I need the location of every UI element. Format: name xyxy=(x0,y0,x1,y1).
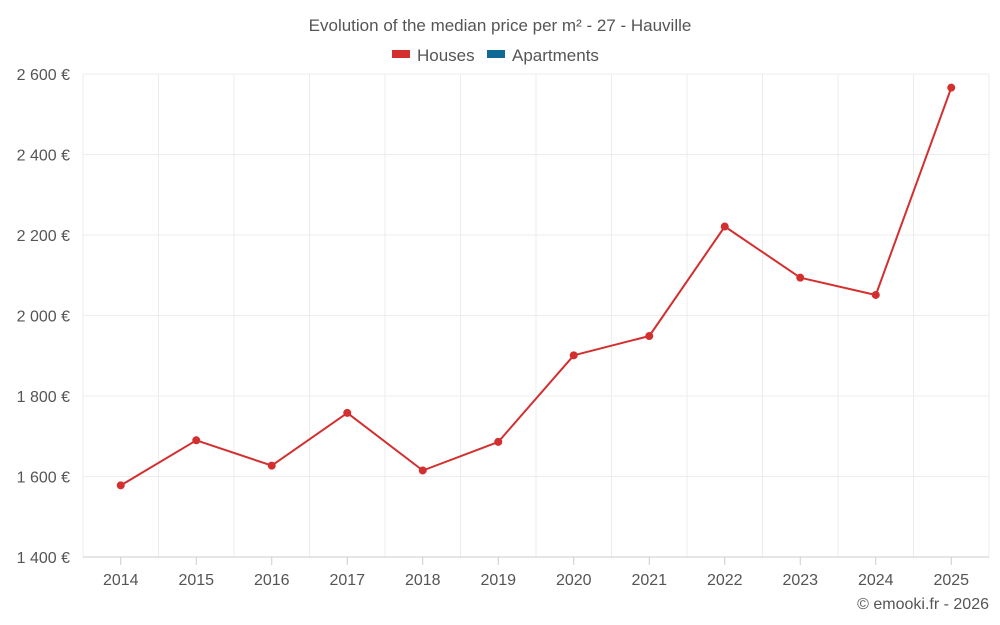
y-tick-label: 1 600 € xyxy=(17,470,70,487)
data-point-houses-2021[interactable] xyxy=(645,332,654,341)
y-tick-label: 1 800 € xyxy=(17,389,70,406)
data-point-houses-2024[interactable] xyxy=(871,290,880,299)
x-tick-label: 2025 xyxy=(933,572,969,589)
y-tick-label: 1 400 € xyxy=(17,550,70,567)
data-point-houses-2015[interactable] xyxy=(192,436,201,445)
y-tick-label: 2 400 € xyxy=(17,148,70,165)
axes: 1 400 € 1 600 € 1 800 € 2 000 € 2 200 € 2 400… xyxy=(17,67,989,589)
x-tick-label: 2021 xyxy=(631,572,667,589)
legend: Houses Apartments xyxy=(392,46,599,65)
data-point-houses-2022[interactable] xyxy=(720,222,729,231)
x-tick-label: 2015 xyxy=(178,572,214,589)
data-point-houses-2014[interactable] xyxy=(116,481,125,490)
x-tick-label: 2024 xyxy=(858,572,894,589)
legend-label-apartments: Apartments xyxy=(512,46,599,65)
x-tick-label: 2014 xyxy=(103,572,139,589)
data-point-houses-2016[interactable] xyxy=(267,461,276,470)
y-tick-label: 2 000 € xyxy=(17,309,70,326)
legend-label-houses: Houses xyxy=(417,46,475,65)
grid xyxy=(82,73,990,557)
data-point-houses-2023[interactable] xyxy=(796,273,805,282)
x-tick-label: 2022 xyxy=(707,572,743,589)
series-line-houses xyxy=(120,87,953,487)
x-tick-label: 2019 xyxy=(480,572,516,589)
x-tick-label: 2023 xyxy=(782,572,818,589)
x-tick-label: 2016 xyxy=(254,572,290,589)
data-point-houses-2025[interactable] xyxy=(947,83,956,92)
legend-item-apartments[interactable]: Apartments xyxy=(487,46,599,65)
credit: © emooki.fr - 2026 xyxy=(857,596,989,613)
y-tick-label: 2 200 € xyxy=(17,228,70,245)
data-point-houses-2017[interactable] xyxy=(343,408,352,417)
y-tick-label: 2 600 € xyxy=(17,67,70,84)
x-tick-label: 2018 xyxy=(405,572,441,589)
legend-swatch-apartments xyxy=(487,50,505,58)
data-point-houses-2020[interactable] xyxy=(569,351,578,360)
x-tick-label: 2017 xyxy=(329,572,365,589)
legend-item-houses[interactable]: Houses xyxy=(392,46,475,65)
data-point-houses-2019[interactable] xyxy=(494,437,503,446)
legend-swatch-houses xyxy=(392,50,410,58)
data-point-houses-2018[interactable] xyxy=(418,466,427,475)
series-houses xyxy=(116,83,956,490)
chart-title: Evolution of the median price per m² - 2… xyxy=(309,16,692,35)
x-tick-label: 2020 xyxy=(556,572,592,589)
